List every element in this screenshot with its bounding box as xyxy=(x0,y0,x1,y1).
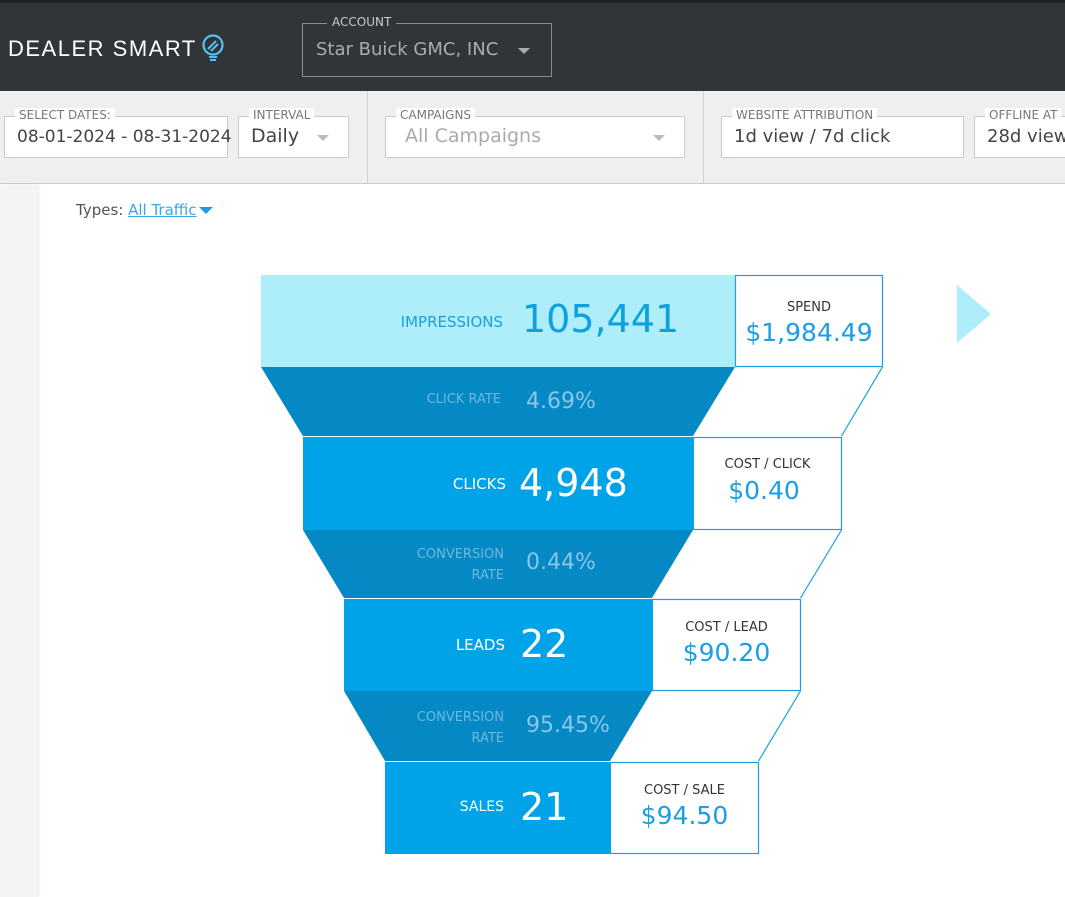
website-attribution-label: WEBSITE ATTRIBUTION xyxy=(732,108,878,122)
leads-value: 22 xyxy=(520,622,569,666)
conversion-rate-band xyxy=(303,530,693,598)
sales-value: 21 xyxy=(520,785,569,829)
connector xyxy=(757,690,802,762)
impressions-bar xyxy=(261,275,735,367)
types-dropdown-link[interactable]: All Traffic xyxy=(128,201,197,219)
divider xyxy=(703,91,704,183)
caret-down-icon[interactable] xyxy=(198,207,213,214)
conversion-label-line1: CONVERSION xyxy=(416,547,504,562)
account-value: Star Buick GMC, INC xyxy=(316,39,499,60)
conversion-label-line2: RATE xyxy=(471,568,504,583)
lead-conversion-rate-label: CONVERSION RATE xyxy=(360,707,504,749)
chevron-down-icon xyxy=(653,135,665,141)
conversion-rate-label: CONVERSION RATE xyxy=(340,544,504,586)
conversion-label-line1: CONVERSION xyxy=(416,710,504,725)
account-label: ACCOUNT xyxy=(327,15,397,29)
chevron-down-icon xyxy=(518,48,530,54)
interval-label: INTERVAL xyxy=(249,108,315,122)
leads-bar xyxy=(344,599,652,691)
interval-value: Daily xyxy=(251,125,300,147)
website-attribution-select[interactable]: WEBSITE ATTRIBUTION 1d view / 7d click xyxy=(721,108,964,158)
leads-label: LEADS xyxy=(455,636,505,654)
sales-bar xyxy=(385,762,610,854)
spend-value: $1,984.49 xyxy=(745,318,873,347)
campaigns-select[interactable]: CAMPAIGNS All Campaigns xyxy=(385,108,685,158)
cost-sale-label: COST / SALE xyxy=(644,783,725,798)
impressions-value: 105,441 xyxy=(522,297,680,341)
logo[interactable]: DEALER SMART xyxy=(8,34,226,64)
click-rate-band xyxy=(261,367,735,436)
divider xyxy=(367,91,368,183)
top-bar: DEALER SMART ACCOUNT Star Buick GMC, INC xyxy=(0,0,1065,91)
next-arrow-icon[interactable] xyxy=(957,285,991,343)
offline-attribution-value: 28d view xyxy=(987,126,1065,147)
types-label: Types: xyxy=(76,201,124,219)
impressions-label: IMPRESSIONS xyxy=(400,313,503,331)
date-range-input[interactable]: SELECT DATES: 08-01-2024 - 08-31-2024 xyxy=(4,108,232,158)
campaigns-value: All Campaigns xyxy=(405,125,541,147)
cost-lead-value: $90.20 xyxy=(682,638,771,667)
clicks-label: CLICKS xyxy=(452,475,506,493)
lead-conversion-rate-band xyxy=(344,691,652,761)
spend-label: SPEND xyxy=(786,300,832,315)
filter-bar: SELECT DATES: 08-01-2024 - 08-31-2024 IN… xyxy=(0,91,1065,184)
types-filter: Types: All Traffic xyxy=(76,201,213,219)
connector xyxy=(799,529,843,599)
offline-attribution-select[interactable]: OFFLINE AT 28d view xyxy=(974,108,1065,158)
conversion-label-line2: RATE xyxy=(471,731,504,746)
dates-value: 08-01-2024 - 08-31-2024 xyxy=(17,127,232,147)
cost-lead-label: COST / LEAD xyxy=(685,620,768,635)
sidebar xyxy=(0,185,38,897)
click-rate-label: CLICK RATE xyxy=(426,392,501,407)
website-attribution-value: 1d view / 7d click xyxy=(734,126,891,147)
clicks-value: 4,948 xyxy=(519,461,628,505)
spend-box xyxy=(734,274,884,368)
connector xyxy=(840,366,884,437)
cost-sale-value: $94.50 xyxy=(640,801,729,830)
dates-label: SELECT DATES: xyxy=(15,108,115,122)
logo-text: DEALER SMART xyxy=(8,36,197,61)
conversion-rate-value: 0.44% xyxy=(526,550,596,575)
sales-label: SALES xyxy=(459,799,504,815)
cost-sale-box xyxy=(609,761,760,855)
account-select[interactable]: ACCOUNT Star Buick GMC, INC xyxy=(302,15,552,77)
clicks-bar xyxy=(303,437,693,530)
click-rate-value: 4.69% xyxy=(526,389,596,414)
cost-click-label: COST / CLICK xyxy=(724,457,811,472)
offline-attribution-label: OFFLINE AT xyxy=(985,108,1062,122)
interval-select[interactable]: INTERVAL Daily xyxy=(238,108,349,158)
cost-click-box xyxy=(692,436,843,531)
campaigns-label: CAMPAIGNS xyxy=(396,108,476,122)
cost-lead-box xyxy=(651,598,802,692)
cost-click-value: $0.40 xyxy=(728,476,800,505)
lightbulb-icon xyxy=(202,34,224,61)
chevron-down-icon xyxy=(317,135,329,141)
lead-conversion-rate-value: 95.45% xyxy=(526,713,610,738)
